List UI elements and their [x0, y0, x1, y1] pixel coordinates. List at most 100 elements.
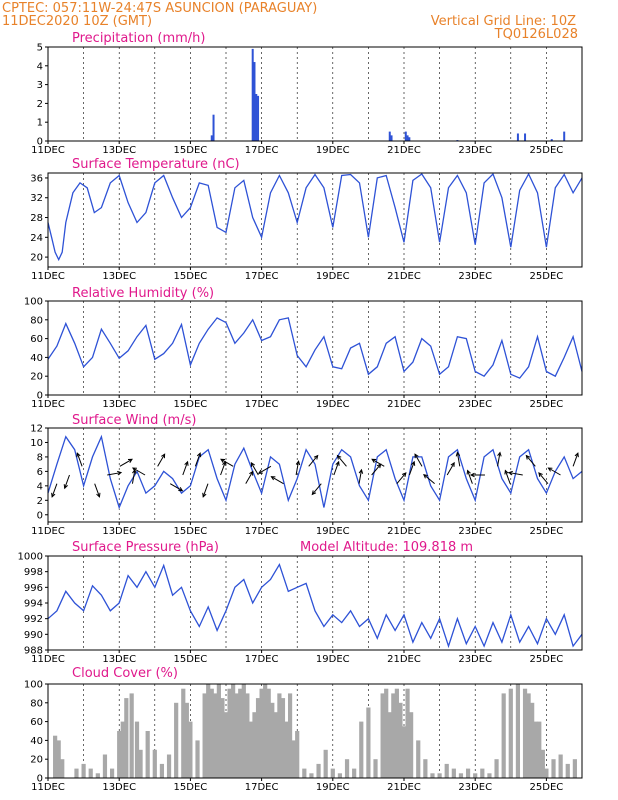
cloud-bar: [181, 688, 186, 778]
cloud-bar: [145, 731, 150, 778]
cloud-ytick-label: 0: [37, 774, 43, 785]
pressure-date-label: 11DEC: [31, 654, 65, 665]
precip-bar: [255, 94, 258, 141]
wind-ytick-label: 6: [37, 467, 43, 478]
cloud-bar: [309, 773, 314, 778]
header-station: CPTEC: 057:11W-24:47S ASUNCION (PARAGUAY…: [2, 1, 317, 16]
cloud-bar: [494, 759, 499, 778]
cloud-bar: [88, 768, 93, 778]
temp-panel: 20 24 28 32 36 11DEC 13DEC 15DEC 17DEC 19DEC 21DEC…: [30, 172, 583, 282]
cloud-bar: [102, 754, 108, 778]
wind-arrow: [308, 454, 319, 467]
cloud-bar: [291, 740, 296, 778]
cloud-panel: 0 20 40 60 80 100 11DEC 13DEC 15DEC 17DEC 19DEC 21D…: [24, 680, 583, 793]
cloud-bar: [109, 768, 115, 778]
wind-date-label: 23DEC: [458, 526, 492, 537]
temp-date-label: 11DEC: [31, 271, 65, 282]
pressure-panel: 988 990 992 994 996 998 1000 11DEC 13DEC 15DEC 17D…: [18, 552, 583, 665]
precip-bar: [516, 133, 519, 141]
temp-date-label: 13DEC: [102, 271, 136, 282]
temp-ytick-label: 36: [30, 173, 43, 184]
precip-bar: [406, 135, 409, 141]
wind-arrow: [131, 468, 137, 484]
pressure-altitude: Model Altitude: 109.818 m: [300, 540, 473, 555]
cloud-bar: [120, 721, 125, 778]
wind-arrow: [333, 460, 340, 476]
cloud-bar: [266, 688, 271, 778]
precip-bar: [253, 62, 256, 141]
cloud-date-label: 11DEC: [31, 782, 65, 793]
precip-ytick-label: 5: [37, 43, 43, 54]
wind-arrow: [358, 468, 364, 484]
humidity-panel: 0 20 40 60 80 100 11DEC 13DEC 15DEC 17DEC 19DEC 21D…: [24, 297, 583, 410]
wind-arrow: [497, 451, 502, 467]
wind-arrow: [396, 472, 407, 484]
wind-ytick-label: 8: [37, 452, 43, 463]
cloud-bar: [206, 684, 211, 778]
temp-date-label: 19DEC: [316, 271, 350, 282]
cloud-bar: [53, 735, 58, 778]
precip-bar: [563, 131, 566, 141]
cloud-bar: [159, 763, 165, 778]
cloud-bar: [74, 768, 79, 778]
humidity-date-label: 19DEC: [316, 399, 350, 410]
cloud-bar: [501, 693, 506, 778]
cloud-bar: [252, 712, 257, 778]
cloud-bar: [409, 712, 414, 778]
wind-arrow: [336, 454, 347, 467]
wind-arrow: [194, 452, 202, 467]
cloud-bar: [444, 763, 449, 778]
wind-arrow: [371, 463, 382, 476]
humidity-ytick-label: 80: [30, 315, 43, 326]
wind-arrow: [408, 460, 416, 476]
pressure-date-label: 23DEC: [458, 654, 492, 665]
wind-arrow: [295, 460, 301, 476]
pressure-ytick-label: 992: [24, 614, 43, 625]
cloud-bar: [430, 773, 435, 778]
cloud-bar: [270, 702, 275, 778]
humidity-date-label: 23DEC: [458, 399, 492, 410]
wind-arrow: [107, 470, 123, 476]
precip-date-label: 11DEC: [31, 145, 65, 156]
humidity-title: Relative Humidity (%): [72, 286, 214, 301]
cloud-bar: [202, 693, 207, 778]
precip-date-label: 25DEC: [530, 145, 564, 156]
precip-date-label: 21DEC: [387, 145, 421, 156]
cloud-bar: [423, 759, 428, 778]
cloud-bar: [166, 754, 172, 778]
cloud-bar: [248, 721, 254, 778]
precip-frame: [47, 46, 583, 142]
cloud-bar: [416, 740, 421, 778]
cloud-bar: [234, 693, 239, 778]
wind-ytick-label: 12: [30, 424, 43, 435]
cloud-bar: [213, 693, 218, 778]
pressure-date-label: 13DEC: [102, 654, 136, 665]
wind-arrow: [525, 454, 536, 467]
humidity-line: [47, 317, 583, 379]
humidity-date-label: 17DEC: [245, 399, 279, 410]
cloud-ytick-label: 20: [30, 755, 43, 766]
cloud-bar: [231, 684, 236, 778]
pressure-title: Surface Pressure (hPa): [72, 540, 219, 555]
cloud-bar: [405, 688, 410, 778]
wind-arrow: [270, 476, 284, 485]
precip-bar: [257, 95, 260, 141]
wind-arrow: [220, 458, 234, 467]
cloud-title: Cloud Cover (%): [72, 666, 178, 681]
cloud-bar: [277, 693, 282, 778]
wind-date-label: 11DEC: [31, 526, 65, 537]
pressure-line: [47, 563, 583, 649]
wind-arrow: [572, 452, 579, 467]
cloud-bar: [465, 768, 471, 778]
cloud-bar: [359, 721, 364, 778]
pressure-date-label: 15DEC: [174, 654, 208, 665]
precip-bar: [210, 135, 213, 141]
wind-arrow: [423, 473, 435, 485]
wind-arrow: [202, 483, 209, 498]
header-model-code: TQ0126L028: [494, 27, 578, 42]
cloud-bar: [152, 749, 157, 778]
wind-date-label: 17DEC: [245, 526, 279, 537]
precip-date-label: 15DEC: [174, 145, 208, 156]
temp-date-label: 25DEC: [530, 271, 564, 282]
wind-arrow: [547, 467, 561, 476]
